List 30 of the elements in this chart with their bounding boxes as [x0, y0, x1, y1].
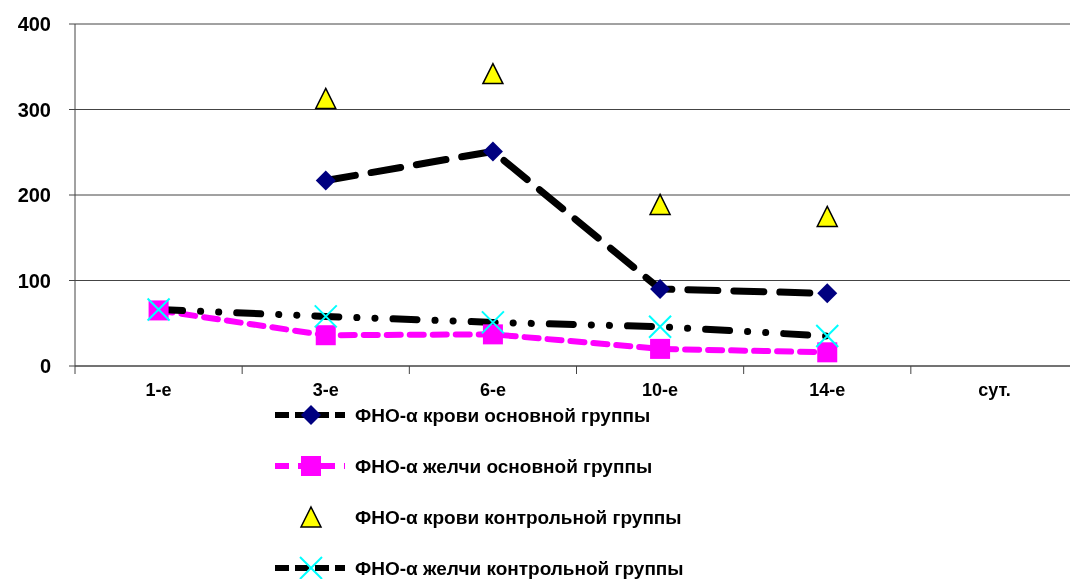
y-tick-label: 300: [17, 98, 51, 121]
x-tick-label: 14-е: [809, 380, 846, 400]
legend-label: ФНО-α крови основной группы: [355, 404, 651, 426]
y-tick-label: 200: [17, 184, 51, 206]
legend-label: ФНО-α желчи контрольной группы: [355, 557, 684, 579]
point: [649, 193, 671, 216]
y-tick-label: 0: [39, 355, 51, 377]
point: [815, 324, 840, 349]
point: [648, 314, 673, 339]
point: [650, 338, 671, 359]
y-tick-label: 400: [17, 13, 51, 35]
point: [817, 342, 838, 363]
point: [315, 325, 336, 346]
point: [482, 62, 504, 85]
x-tick-label: 10-е: [642, 380, 679, 400]
point: [480, 310, 505, 335]
point: [315, 170, 336, 191]
point: [650, 279, 671, 300]
point: [315, 87, 337, 110]
y-tick-label: 100: [17, 269, 51, 292]
point: [816, 205, 838, 228]
point: [482, 141, 503, 162]
x-tick-label: 6-е: [479, 380, 506, 400]
point: [817, 283, 838, 304]
legend-label: ФНО-α крови контрольной группы: [355, 506, 682, 528]
x-tick-label: 1-е: [145, 380, 172, 400]
legend-label: ФНО-α желчи основной группы: [355, 455, 653, 477]
point: [313, 304, 338, 329]
x-tick-label: 3-е: [312, 380, 339, 400]
x-tick-label: сут.: [978, 380, 1011, 400]
